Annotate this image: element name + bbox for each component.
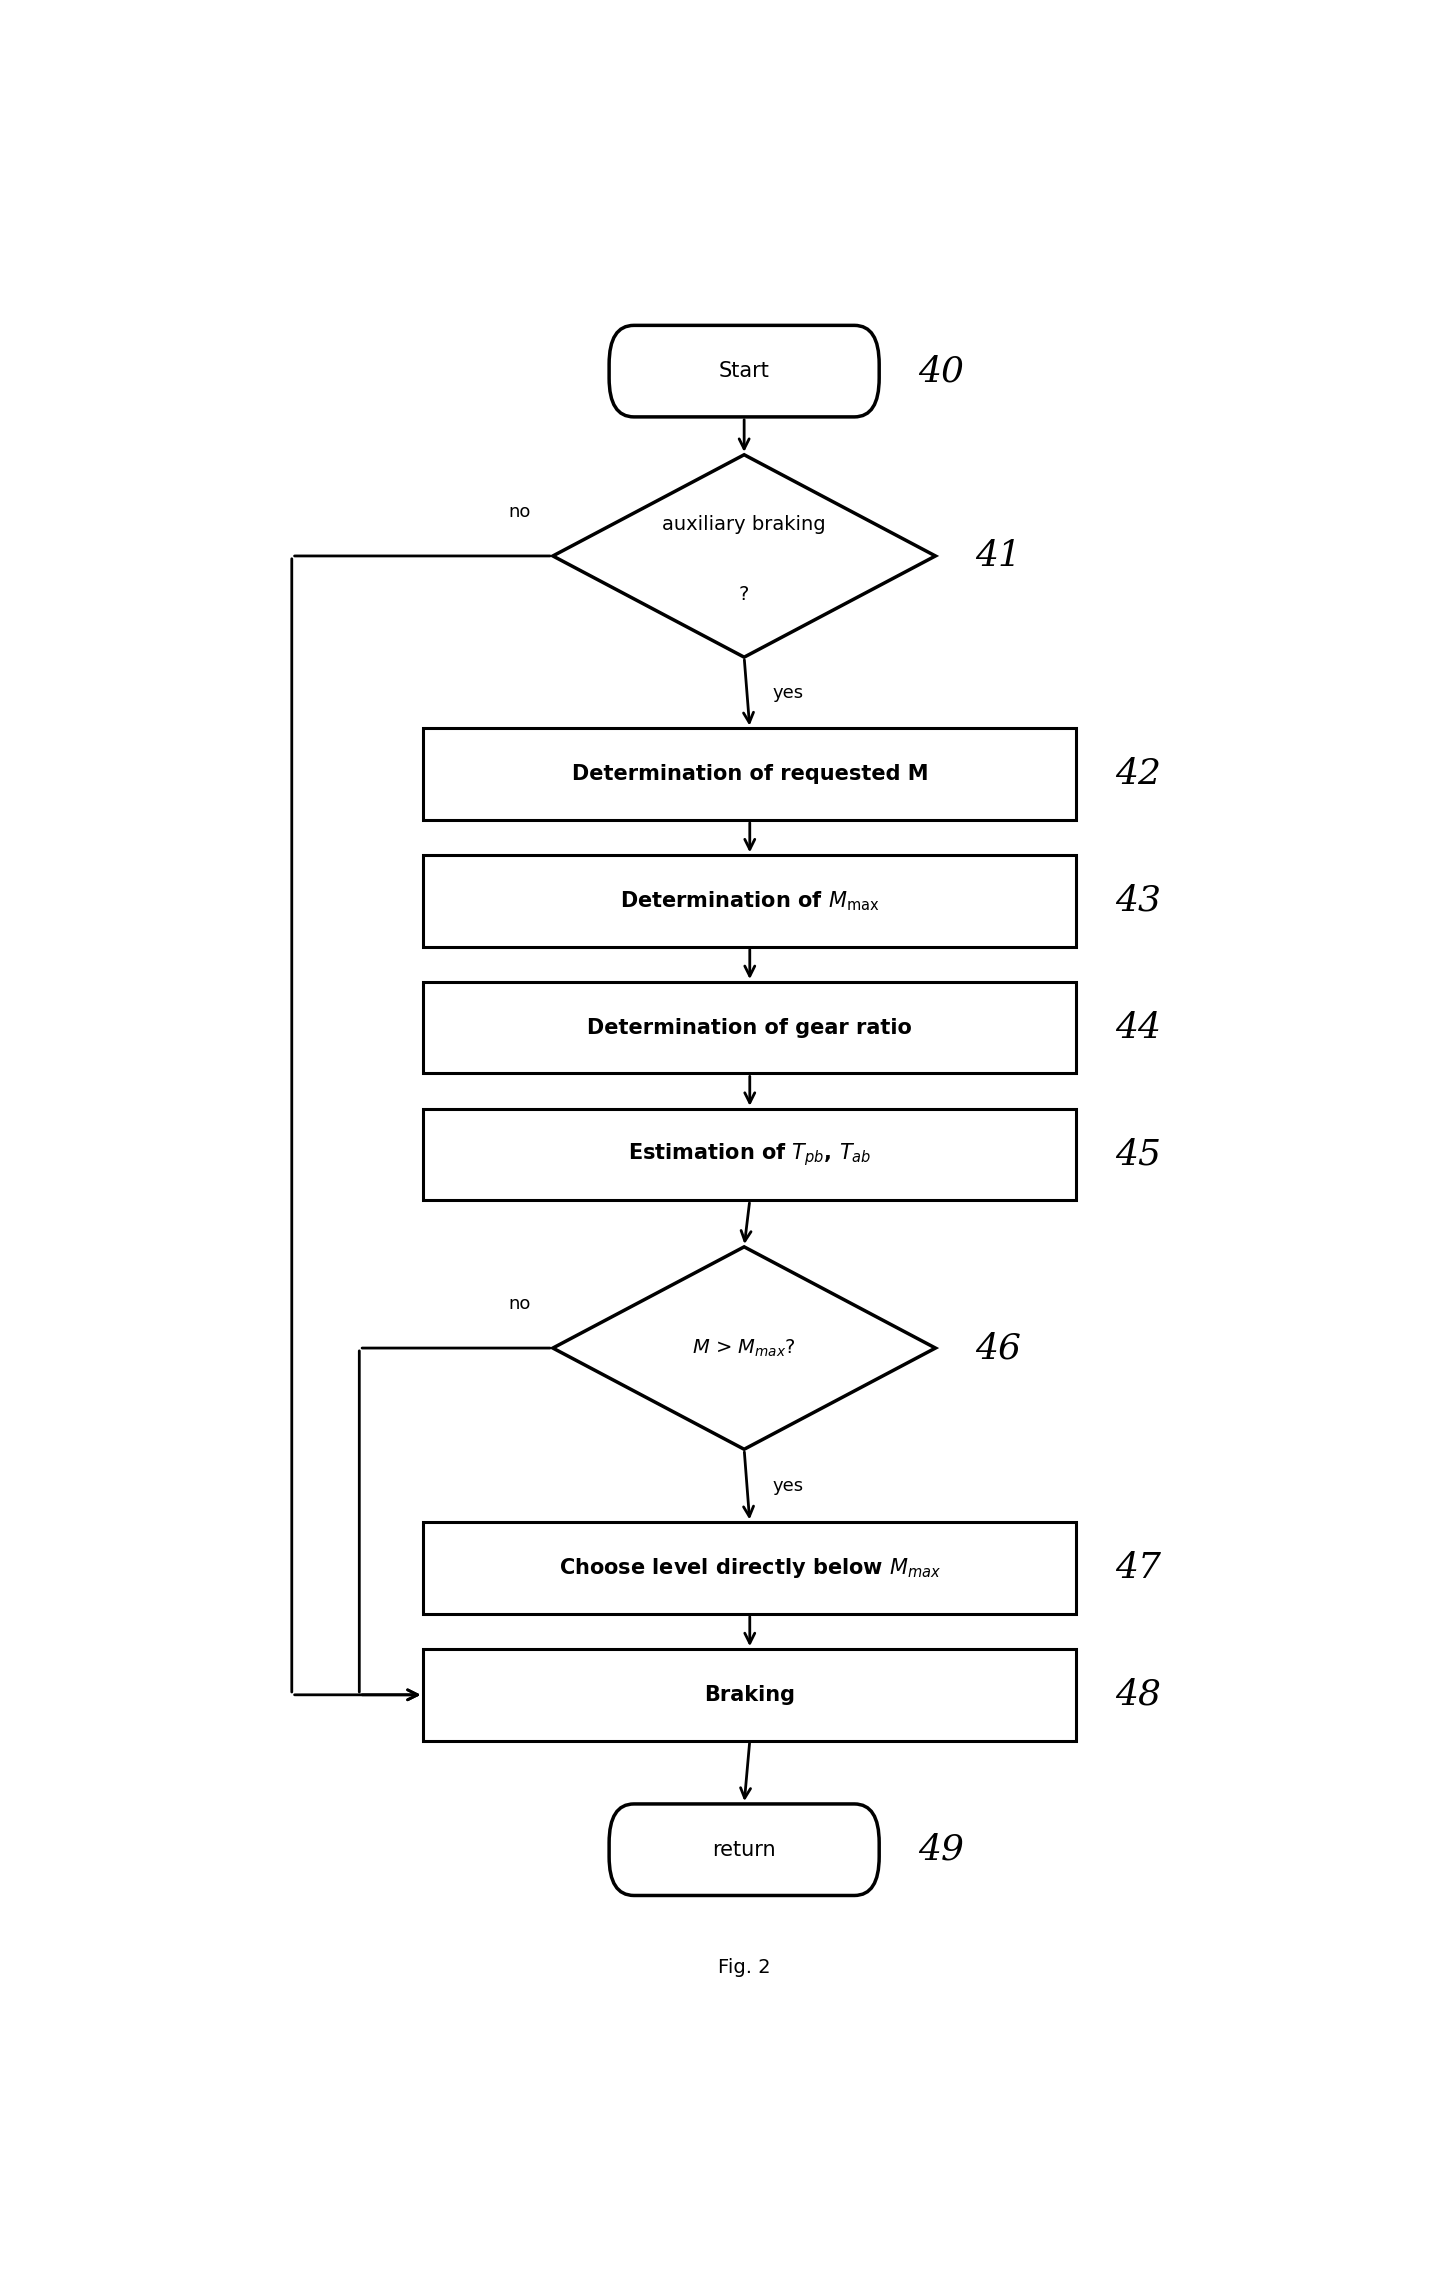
Bar — [424, 729, 1076, 821]
Polygon shape — [553, 1246, 935, 1449]
Text: Determination of $M_{\mathrm{max}}$: Determination of $M_{\mathrm{max}}$ — [620, 889, 880, 912]
Text: 43: 43 — [1115, 885, 1162, 919]
Text: 47: 47 — [1115, 1552, 1162, 1584]
Bar — [424, 855, 1076, 946]
Text: ?: ? — [739, 585, 749, 604]
Text: 44: 44 — [1115, 1010, 1162, 1045]
Text: 49: 49 — [919, 1833, 964, 1868]
Text: Fig. 2: Fig. 2 — [717, 1959, 771, 1977]
Polygon shape — [553, 455, 935, 656]
Text: no: no — [508, 503, 530, 521]
Text: 45: 45 — [1115, 1138, 1162, 1170]
Bar — [424, 1522, 1076, 1614]
Text: 46: 46 — [974, 1330, 1021, 1365]
Text: 40: 40 — [919, 354, 964, 389]
Bar — [424, 1648, 1076, 1740]
Text: yes: yes — [772, 1477, 803, 1495]
Text: Braking: Braking — [704, 1685, 796, 1705]
Text: Determination of gear ratio: Determination of gear ratio — [588, 1017, 912, 1038]
Text: auxiliary braking: auxiliary braking — [662, 514, 826, 533]
Text: return: return — [713, 1840, 775, 1861]
Text: Estimation of $T_{pb}$, $T_{ab}$: Estimation of $T_{pb}$, $T_{ab}$ — [629, 1141, 871, 1168]
Text: no: no — [508, 1294, 530, 1312]
Text: 48: 48 — [1115, 1678, 1162, 1712]
Text: yes: yes — [772, 684, 803, 702]
FancyBboxPatch shape — [610, 325, 878, 416]
Bar — [424, 1109, 1076, 1200]
Text: $M$ > $M_{max}$?: $M$ > $M_{max}$? — [693, 1337, 796, 1358]
Text: Start: Start — [719, 361, 770, 382]
Text: 41: 41 — [974, 539, 1021, 574]
Text: 42: 42 — [1115, 757, 1162, 791]
FancyBboxPatch shape — [610, 1804, 878, 1895]
Text: Determination of requested M: Determination of requested M — [572, 764, 928, 784]
Text: Choose level directly below $M_{max}$: Choose level directly below $M_{max}$ — [559, 1557, 941, 1580]
Bar — [424, 983, 1076, 1074]
